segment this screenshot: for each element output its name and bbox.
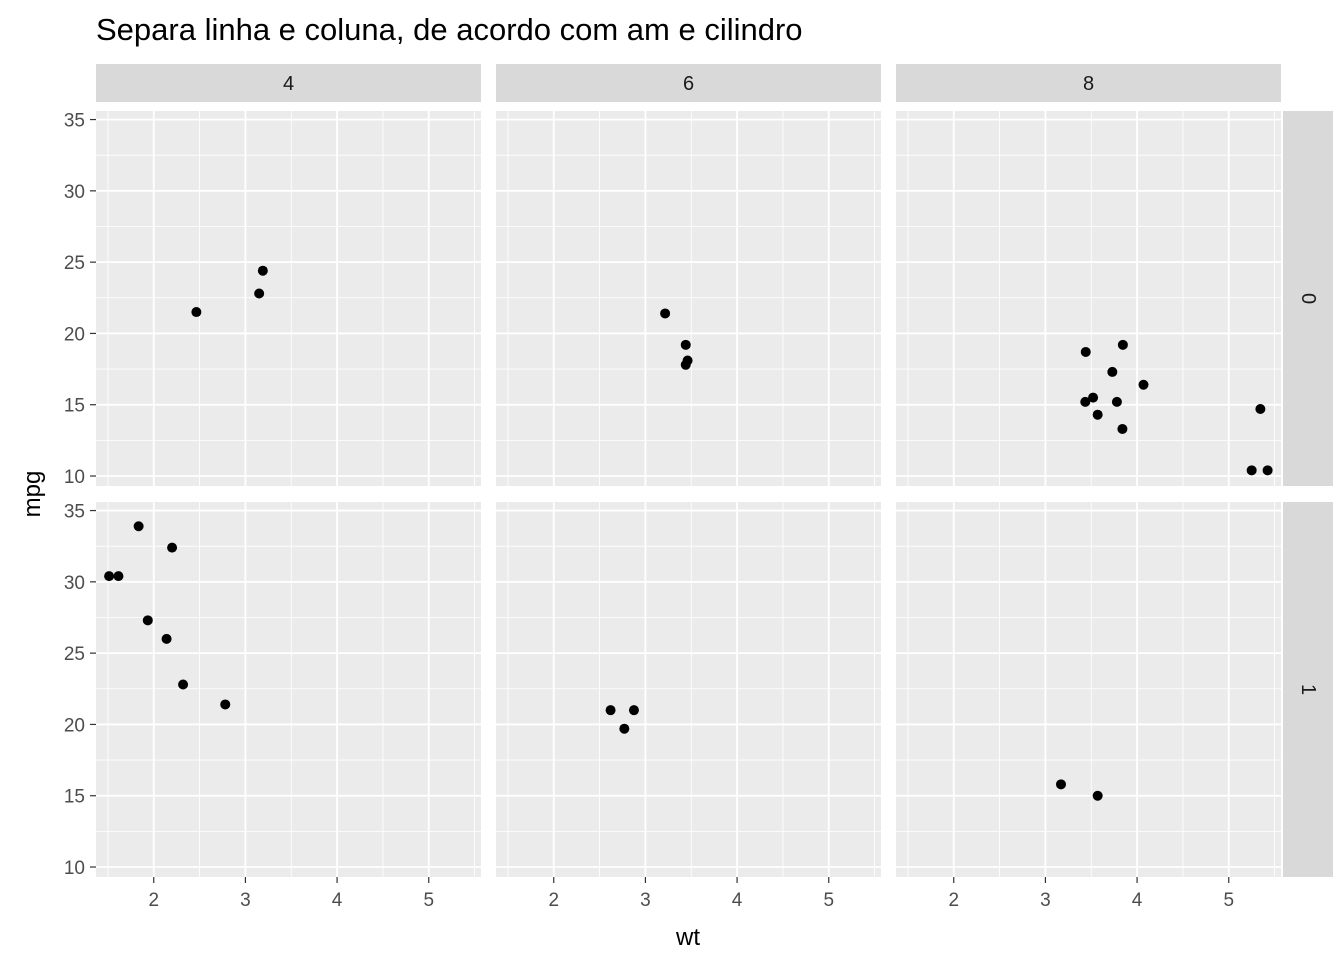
panel-background <box>496 111 881 486</box>
x-tick-label: 5 <box>1223 890 1234 911</box>
data-point <box>161 633 172 644</box>
data-point <box>1092 409 1103 420</box>
x-tick-label: 3 <box>640 890 651 911</box>
y-tick-label: 35 <box>64 502 85 523</box>
strip-row-1 <box>1283 502 1333 877</box>
strip-column-label: 6 <box>683 73 694 95</box>
x-tick-label: 4 <box>332 890 343 911</box>
data-point <box>257 265 268 276</box>
y-axis-title: mpg <box>19 471 46 518</box>
panel-background <box>96 502 481 877</box>
panel-background <box>96 111 481 486</box>
data-point <box>619 723 630 734</box>
data-point <box>1255 404 1266 415</box>
x-tick-label: 2 <box>148 890 159 911</box>
strip-column-label: 4 <box>283 73 294 95</box>
y-tick-label: 20 <box>64 715 85 736</box>
data-point <box>1246 465 1257 476</box>
strip-column-6 <box>496 64 881 102</box>
panel-background <box>496 502 881 877</box>
data-point <box>133 521 144 532</box>
y-tick-label: 35 <box>64 111 85 132</box>
data-point <box>1117 339 1128 350</box>
data-point <box>605 705 616 716</box>
data-point <box>1056 779 1066 790</box>
data-point <box>1138 379 1149 390</box>
data-point <box>1080 396 1091 407</box>
strip-column-8 <box>896 64 1281 102</box>
y-tick-label: 20 <box>64 324 85 345</box>
x-tick-label: 5 <box>423 890 434 911</box>
data-point <box>167 542 178 553</box>
data-point <box>113 571 124 582</box>
x-tick-label: 2 <box>548 890 559 911</box>
strip-row-0 <box>1283 111 1333 486</box>
data-point <box>1107 366 1118 377</box>
data-point <box>628 705 639 716</box>
data-point <box>142 615 153 626</box>
data-point <box>104 571 115 582</box>
y-tick-label: 30 <box>64 182 85 203</box>
data-point <box>680 339 691 350</box>
y-tick-label: 10 <box>64 858 85 879</box>
y-tick-label: 15 <box>64 787 85 808</box>
x-tick-label: 3 <box>1040 890 1051 911</box>
y-tick-label: 10 <box>64 467 85 488</box>
x-tick-label: 2 <box>948 890 959 911</box>
y-tick-label: 25 <box>64 253 85 274</box>
data-point <box>220 699 231 710</box>
y-tick-label: 30 <box>64 573 85 594</box>
data-point <box>1088 392 1099 403</box>
x-tick-label: 4 <box>732 890 743 911</box>
y-tick-label: 25 <box>64 644 85 665</box>
data-point <box>254 288 265 299</box>
data-point <box>660 308 671 319</box>
strip-column-label: 8 <box>1083 73 1094 95</box>
data-point <box>1111 396 1122 407</box>
data-point <box>1117 423 1128 434</box>
data-point <box>191 307 202 318</box>
strip-row-label: 1 <box>1297 684 1319 695</box>
y-tick-label: 15 <box>64 396 85 417</box>
x-tick-label: 3 <box>240 890 251 911</box>
data-point <box>178 679 189 690</box>
x-tick-label: 5 <box>823 890 834 911</box>
data-point <box>1262 465 1273 476</box>
data-point <box>682 355 693 366</box>
x-axis-title: wt <box>675 924 700 951</box>
data-point <box>1092 790 1103 801</box>
x-tick-label: 4 <box>1132 890 1143 911</box>
data-point <box>1080 346 1091 357</box>
panel-background <box>896 502 1281 877</box>
strip-column-4 <box>96 64 481 102</box>
chart-title: Separa linha e coluna, de acordo com am … <box>96 12 803 47</box>
strip-row-label: 0 <box>1297 293 1319 304</box>
panel-background <box>896 111 1281 486</box>
